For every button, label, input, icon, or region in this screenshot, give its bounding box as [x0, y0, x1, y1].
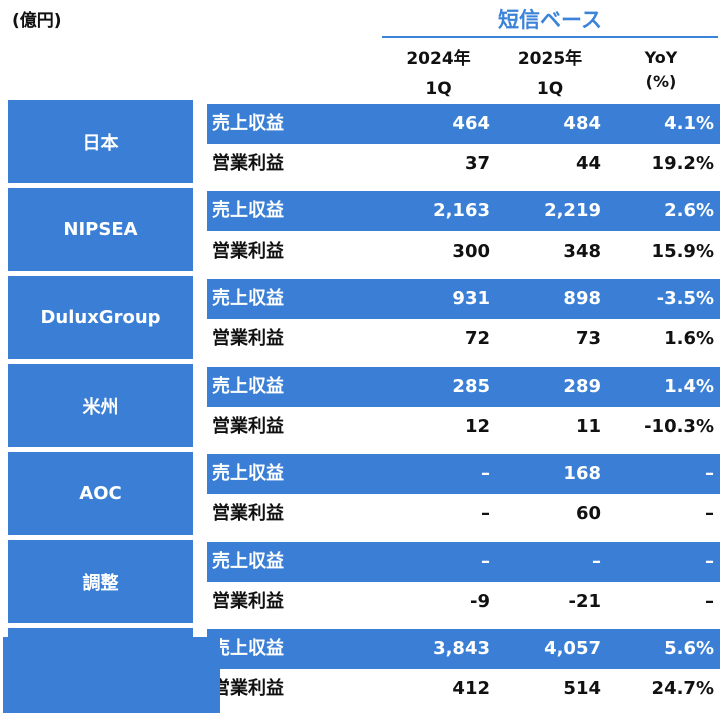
operating-profit-row: 営業利益 – 60 –: [207, 494, 720, 534]
value-2024: 2,163: [433, 200, 490, 221]
value-2025: 348: [563, 241, 601, 262]
value-2025: 60: [575, 503, 601, 524]
value-yoy: –: [705, 591, 714, 612]
row-label: 営業利益: [212, 153, 284, 174]
value-yoy: -10.3%: [644, 416, 714, 437]
col-yoy-header: YoY (%): [644, 48, 678, 91]
value-2024: 931: [452, 288, 490, 309]
row-label: 売上収益: [212, 638, 284, 659]
segment-label: NIPSEA: [8, 188, 193, 271]
value-2024: –: [481, 503, 490, 524]
value-2025: –: [592, 551, 601, 572]
row-label: 営業利益: [212, 328, 284, 349]
segment-label: 調整: [8, 540, 193, 623]
overlay-block: [3, 637, 220, 713]
value-yoy: -3.5%: [656, 288, 714, 309]
revenue-row: 売上収益 931 898 -3.5%: [207, 279, 720, 319]
operating-profit-row: 営業利益 412 514 24.7%: [207, 669, 720, 709]
revenue-row: 売上収益 3,843 4,057 5.6%: [207, 629, 720, 669]
value-2025: 44: [575, 153, 601, 174]
value-2024: 412: [452, 678, 490, 699]
basis-title: 短信ベース: [498, 8, 602, 32]
value-yoy: 4.1%: [664, 113, 714, 134]
revenue-row: 売上収益 464 484 4.1%: [207, 104, 720, 144]
value-yoy: –: [705, 503, 714, 524]
value-2024: 285: [452, 376, 490, 397]
operating-profit-row: 営業利益 12 11 -10.3%: [207, 407, 720, 447]
row-label: 営業利益: [212, 591, 284, 612]
value-2025: 11: [575, 416, 601, 437]
value-2025: 73: [575, 328, 601, 349]
revenue-row: 売上収益 – – –: [207, 542, 720, 582]
value-yoy: 1.6%: [664, 328, 714, 349]
value-2024: 12: [464, 416, 490, 437]
value-yoy: –: [705, 463, 714, 484]
value-2024: 300: [452, 241, 490, 262]
value-yoy: 2.6%: [664, 200, 714, 221]
value-yoy: 1.4%: [664, 376, 714, 397]
value-yoy: 15.9%: [651, 241, 714, 262]
value-2025: 898: [563, 288, 601, 309]
row-label: 営業利益: [212, 678, 284, 699]
value-2024: 3,843: [433, 638, 490, 659]
value-2025: 289: [563, 376, 601, 397]
operating-profit-row: 営業利益 -9 -21 –: [207, 582, 720, 622]
row-label: 売上収益: [212, 288, 284, 309]
unit-label: (億円): [12, 11, 62, 31]
value-2024: –: [481, 551, 490, 572]
row-label: 売上収益: [212, 551, 284, 572]
value-2024: 37: [464, 153, 490, 174]
col-2024-1q-header: 2024年 1Q: [406, 49, 471, 99]
operating-profit-row: 営業利益 37 44 19.2%: [207, 144, 720, 184]
value-2024: 464: [452, 113, 490, 134]
row-label: 売上収益: [212, 200, 284, 221]
value-2025: -21: [568, 591, 601, 612]
value-2025: 4,057: [544, 638, 601, 659]
row-label: 営業利益: [212, 416, 284, 437]
basis-underline: [382, 36, 718, 38]
value-yoy: 19.2%: [651, 153, 714, 174]
value-2024: -9: [470, 591, 490, 612]
col-2025-1q-header: 2025年 1Q: [517, 49, 583, 99]
row-label: 営業利益: [212, 503, 284, 524]
segment-label: 日本: [8, 100, 193, 183]
operating-profit-row: 営業利益 300 348 15.9%: [207, 232, 720, 272]
value-2025: 484: [563, 113, 601, 134]
value-2025: 2,219: [544, 200, 601, 221]
value-2024: 72: [464, 328, 490, 349]
segment-label: DuluxGroup: [8, 276, 193, 359]
value-yoy: –: [705, 551, 714, 572]
row-label: 売上収益: [212, 463, 284, 484]
value-yoy: 5.6%: [664, 638, 714, 659]
value-2025: 514: [563, 678, 601, 699]
segment-label: 米州: [8, 364, 193, 447]
value-2025: 168: [563, 463, 601, 484]
value-yoy: 24.7%: [651, 678, 714, 699]
row-label: 売上収益: [212, 376, 284, 397]
row-label: 営業利益: [212, 241, 284, 262]
segment-label: AOC: [8, 452, 193, 535]
value-2024: –: [481, 463, 490, 484]
revenue-row: 売上収益 2,163 2,219 2.6%: [207, 191, 720, 231]
revenue-row: 売上収益 285 289 1.4%: [207, 367, 720, 407]
operating-profit-row: 営業利益 72 73 1.6%: [207, 319, 720, 359]
row-label: 売上収益: [212, 113, 284, 134]
revenue-row: 売上収益 – 168 –: [207, 454, 720, 494]
